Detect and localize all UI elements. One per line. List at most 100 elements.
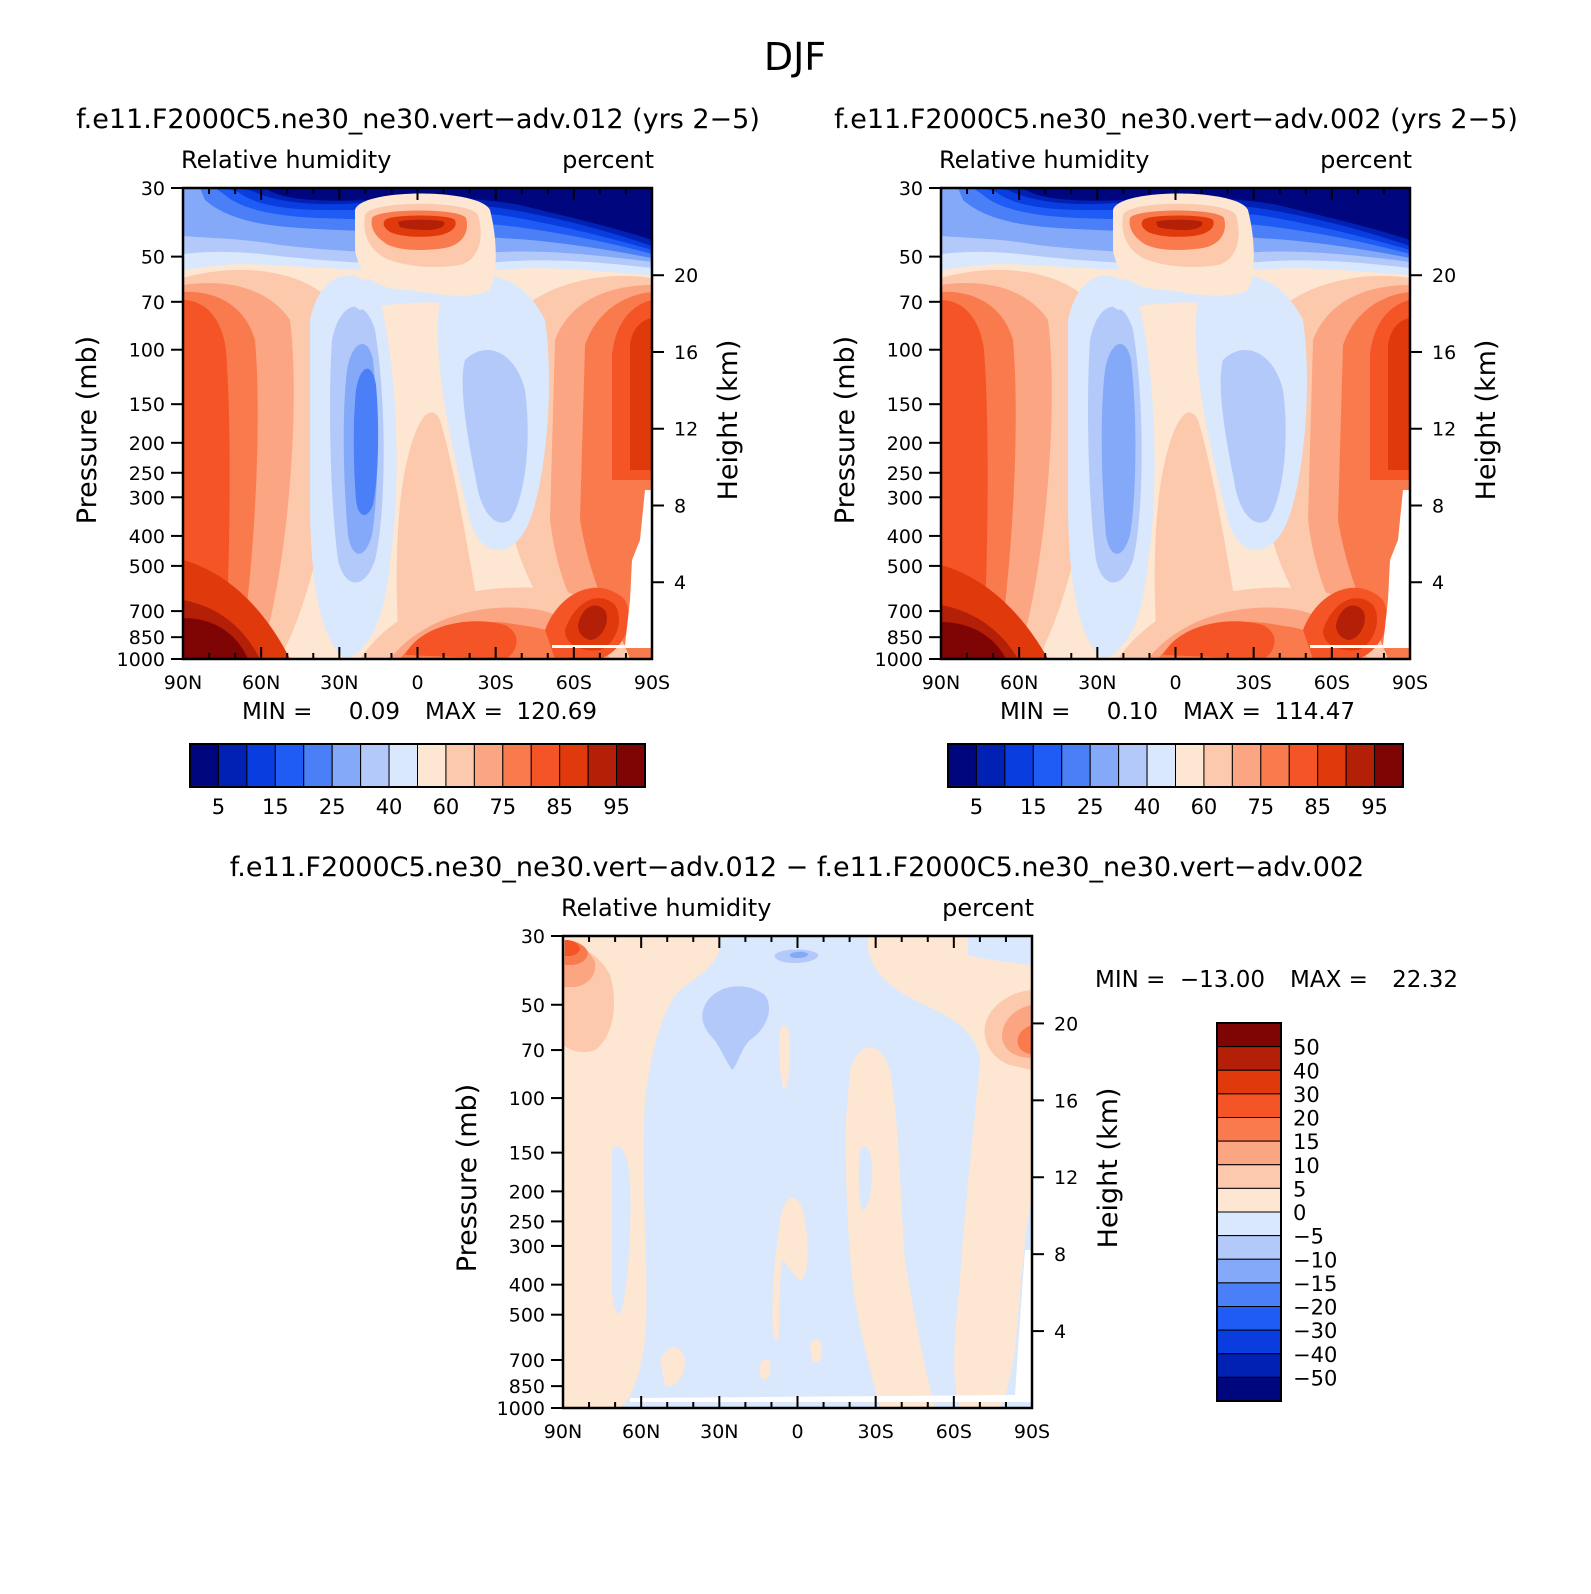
contour-level: [258, 188, 652, 240]
colorbar-box: [1216, 1329, 1282, 1355]
y-tick-label: 200: [887, 433, 923, 455]
colorbar-box: [530, 743, 561, 788]
y-tick-label: 500: [509, 1305, 545, 1327]
colorbar-label: 95: [603, 795, 630, 819]
y-tick-label: 30: [899, 178, 923, 200]
panel-a-colorbar: 5 15 25 40 60 75 85 95: [189, 743, 646, 819]
colorbar-box: [1345, 743, 1376, 788]
colorbar-label: −40: [1293, 1343, 1337, 1367]
colorbar-label: 75: [1247, 795, 1274, 819]
colorbar-label: 15: [262, 795, 289, 819]
colorbar-box: [189, 743, 219, 788]
y-tick-label: 700: [509, 1350, 545, 1372]
panel-c-left-string: Relative humidity: [561, 894, 771, 922]
contour-level: [1163, 621, 1275, 659]
contour-level: [398, 219, 445, 230]
y2-tick-label: 16: [674, 342, 698, 364]
contour-level: [353, 368, 379, 516]
y2-tick-label: 4: [1432, 572, 1444, 594]
y-tick-label: 400: [887, 526, 923, 548]
y2-tick-label: 8: [1432, 495, 1444, 517]
panel-a-min-value: 0.09: [349, 699, 400, 725]
y-tick-label: 250: [887, 463, 923, 485]
y-tick-label: 70: [141, 292, 165, 314]
colorbar-box: [1216, 1164, 1282, 1189]
contour-level: [183, 618, 248, 659]
colorbar-label: 15: [1293, 1130, 1320, 1154]
panel-b-right-string: percent: [1320, 146, 1412, 174]
panel-c-right-string: percent: [942, 894, 1034, 922]
colorbar-box: [360, 743, 390, 788]
missing-data: [552, 490, 652, 648]
colorbar-label: 25: [319, 795, 346, 819]
panel-c-max-label: MAX =: [1290, 967, 1368, 993]
colorbar-box: [1175, 743, 1205, 788]
panel-a-ylabel: Pressure (mb): [72, 336, 103, 524]
colorbar-box: [274, 743, 305, 788]
y-tick-label: 850: [887, 627, 923, 649]
colorbar-label: 85: [1304, 795, 1331, 819]
panel-a-max-value: 120.69: [517, 699, 597, 725]
colorbar-label: 60: [433, 795, 460, 819]
colorbar-box: [445, 743, 475, 788]
x-tick-label: 90S: [1014, 1421, 1050, 1443]
y-tick-label: 1000: [497, 1398, 545, 1420]
x-tick-label: 90N: [544, 1421, 582, 1443]
x-tick-label: 90S: [1392, 672, 1428, 694]
panel-b-ylabel: Pressure (mb): [830, 336, 861, 524]
panel-b-y2label: Height (km): [1471, 340, 1502, 501]
panel-case-012: f.e11.F2000C5.ne30_ne30.vert−adv.012 (yr…: [72, 104, 760, 819]
colorbar-box: [1004, 743, 1034, 788]
y2-tick-label: 20: [674, 265, 698, 287]
x-tick-label: 60N: [242, 672, 280, 694]
panel-difference: f.e11.F2000C5.ne30_ne30.vert−adv.012 − f…: [230, 852, 1458, 1443]
x-tick-label: 30S: [858, 1421, 894, 1443]
colorbar-box: [246, 743, 276, 788]
y-tick-label: 100: [129, 340, 165, 362]
y-tick-label: 500: [887, 556, 923, 578]
colorbar-label: 15: [1020, 795, 1047, 819]
colorbar-box: [473, 743, 504, 788]
contour-level: [1388, 318, 1410, 470]
colorbar-box: [1146, 743, 1176, 788]
panel-a-max-label: MAX =: [425, 699, 503, 725]
contour-level: [578, 605, 607, 640]
panel-c-title: f.e11.F2000C5.ne30_ne30.vert−adv.012 − f…: [230, 852, 1365, 883]
y-tick-label: 100: [887, 340, 923, 362]
y2-tick-label: 20: [1054, 1013, 1078, 1035]
panel-b-y2-axis: 20 16 12 8 4: [1410, 265, 1456, 594]
colorbar-box: [1216, 1306, 1282, 1331]
y2-tick-label: 4: [1054, 1321, 1066, 1343]
colorbar-label: −20: [1293, 1296, 1337, 1320]
colorbar-box: [587, 743, 618, 788]
y-tick-label: 700: [129, 601, 165, 623]
y-tick-label: 100: [509, 1088, 545, 1110]
colorbar-frame: [947, 743, 1404, 788]
x-tick-label: 30N: [320, 672, 358, 694]
colorbar-box: [1216, 1258, 1282, 1284]
contour-level: [702, 986, 770, 1070]
x-tick-label: 0: [791, 1421, 803, 1443]
colorbar-label: 40: [1134, 795, 1161, 819]
panel-b-max-label: MAX =: [1183, 699, 1261, 725]
y-tick-label: 250: [509, 1211, 545, 1233]
contour-level: [867, 936, 1032, 1408]
colorbar-box: [975, 743, 1006, 788]
colorbar-box: [947, 743, 977, 788]
y-tick-label: 300: [887, 487, 923, 509]
contour-level: [1017, 1025, 1032, 1054]
colorbar-box: [1216, 1376, 1282, 1402]
figure-title: DJF: [764, 35, 826, 79]
contour-level: [1156, 219, 1203, 230]
panel-c-y2-axis: 20 16 12 8 4: [1032, 1013, 1078, 1343]
panel-a-x-axis: 90N 60N 30N 0 30S 60S 90S: [164, 188, 670, 694]
y-tick-label: 1000: [875, 649, 923, 671]
colorbar-box: [1216, 1140, 1282, 1166]
contour-level: [941, 622, 1006, 659]
contour-level: [462, 350, 528, 523]
contour-level: [565, 940, 580, 956]
panel-case-002: f.e11.F2000C5.ne30_ne30.vert−adv.002 (yr…: [830, 104, 1518, 819]
y2-tick-label: 12: [1432, 419, 1456, 441]
colorbar-box: [1216, 1187, 1282, 1213]
